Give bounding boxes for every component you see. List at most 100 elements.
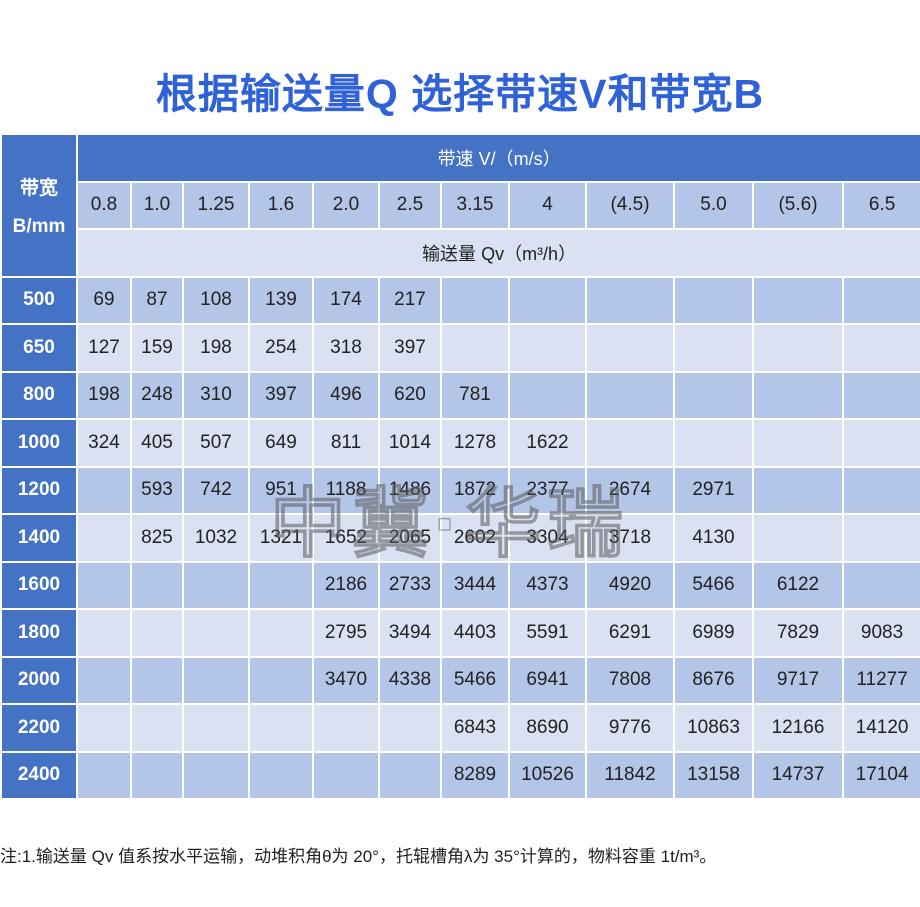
- capacity-cell: 1652: [312, 513, 380, 563]
- belt-width-cell: 2400: [0, 750, 78, 800]
- capacity-cell: [585, 323, 675, 373]
- capacity-cell: [130, 750, 184, 800]
- capacity-cell: [585, 370, 675, 420]
- capacity-cell: 10863: [673, 703, 754, 753]
- capacity-cell: [76, 703, 132, 753]
- capacity-cell: 2602: [440, 513, 510, 563]
- capacity-cell: [76, 560, 132, 610]
- capacity-cell: 14120: [841, 703, 920, 753]
- capacity-cell: 3494: [378, 608, 442, 658]
- table-row: 1000 324 405 507 649 811 1014 1278 1622: [0, 418, 920, 468]
- capacity-cell: 496: [312, 370, 380, 420]
- capacity-cell: [248, 560, 314, 610]
- capacity-cell: [182, 655, 250, 705]
- capacity-cell: 6122: [752, 560, 844, 610]
- capacity-cell: 6941: [508, 655, 587, 705]
- belt-width-cell: 2200: [0, 703, 78, 753]
- capacity-cell: 254: [248, 323, 314, 373]
- capacity-cell: [841, 275, 920, 325]
- capacity-cell: 2065: [378, 513, 442, 563]
- capacity-cell: [585, 418, 675, 468]
- capacity-cell: [841, 513, 920, 563]
- capacity-cell: 5466: [440, 655, 510, 705]
- capacity-cell: 8676: [673, 655, 754, 705]
- capacity-cell: [508, 323, 587, 373]
- capacity-cell: [440, 275, 510, 325]
- capacity-cell: [752, 370, 844, 420]
- capacity-cell: 159: [130, 323, 184, 373]
- footnote: 注:1.输送量 Qv 值系按水平运输，动堆积角θ为 20°，托辊槽角λ为 35°…: [0, 847, 717, 866]
- capacity-cell: 951: [248, 465, 314, 515]
- table-row: 1800 2795 3494 4403 5591 6291 6989 7829 9083: [0, 608, 920, 658]
- capacity-cell: 1188: [312, 465, 380, 515]
- capacity-cell: [841, 418, 920, 468]
- table-row: 800 198 248 310 397 496 620 781: [0, 370, 920, 420]
- belt-width-cell: 500: [0, 275, 78, 325]
- speed-cell: 2.0: [312, 180, 380, 230]
- table-row: 1600 2186 2733 3444 4373 4920 5466 6122: [0, 560, 920, 610]
- capacity-cell: [508, 275, 587, 325]
- corner-line1: 带宽: [19, 177, 58, 199]
- belt-width-cell: 1600: [0, 560, 78, 610]
- capacity-cell: 9776: [585, 703, 675, 753]
- capacity-cell: [130, 655, 184, 705]
- capacity-cell: 87: [130, 275, 184, 325]
- capacity-cell: 3444: [440, 560, 510, 610]
- capacity-cell: 174: [312, 275, 380, 325]
- capacity-cell: [378, 750, 442, 800]
- capacity-cell: 1321: [248, 513, 314, 563]
- capacity-cell: [752, 513, 844, 563]
- capacity-cell: 12166: [752, 703, 844, 753]
- belt-width-cell: 1800: [0, 608, 78, 658]
- speed-cell: 1.0: [130, 180, 184, 230]
- capacity-cell: 397: [248, 370, 314, 420]
- capacity-cell: 620: [378, 370, 442, 420]
- capacity-cell: 2733: [378, 560, 442, 610]
- capacity-cell: [76, 513, 132, 563]
- table-row: 650 127 159 198 254 318 397: [0, 323, 920, 373]
- capacity-cell: 4920: [585, 560, 675, 610]
- capacity-cell: [673, 418, 754, 468]
- capacity-cell: 593: [130, 465, 184, 515]
- capacity-cell: 3718: [585, 513, 675, 563]
- belt-width-cell: 2000: [0, 655, 78, 705]
- capacity-cell: 2971: [673, 465, 754, 515]
- table-row: 1200 593 742 951 1188 1486 1872 2377 2674 2971: [0, 465, 920, 515]
- capacity-cell: [248, 608, 314, 658]
- capacity-cell: 825: [130, 513, 184, 563]
- capacity-cell: [841, 323, 920, 373]
- table-row: 2400 8289 10526 11842 13158 14737 17104: [0, 750, 920, 800]
- capacity-cell: 3304: [508, 513, 587, 563]
- capacity-cell: [248, 750, 314, 800]
- capacity-cell: 405: [130, 418, 184, 468]
- capacity-cell: 3470: [312, 655, 380, 705]
- capacity-cell: 1014: [378, 418, 442, 468]
- capacity-cell: [248, 703, 314, 753]
- capacity-cell: [182, 750, 250, 800]
- capacity-cell: 507: [182, 418, 250, 468]
- capacity-cell: 1278: [440, 418, 510, 468]
- speed-cell: 2.5: [378, 180, 442, 230]
- capacity-cell: [130, 560, 184, 610]
- belt-width-cell: 1200: [0, 465, 78, 515]
- speed-cell: 6.5: [841, 180, 920, 230]
- capacity-cell: 1486: [378, 465, 442, 515]
- capacity-cell: 11842: [585, 750, 675, 800]
- capacity-cell: 5466: [673, 560, 754, 610]
- capacity-cell: [76, 655, 132, 705]
- capacity-cell: 811: [312, 418, 380, 468]
- capacity-cell: 310: [182, 370, 250, 420]
- capacity-cell: 9717: [752, 655, 844, 705]
- capacity-cell: 198: [76, 370, 132, 420]
- corner-line2: B/mm: [12, 215, 66, 237]
- speed-cell: (5.6): [752, 180, 844, 230]
- speed-cell: 3.15: [440, 180, 510, 230]
- capacity-cell: 2674: [585, 465, 675, 515]
- capacity-cell: [752, 275, 844, 325]
- capacity-cell: 324: [76, 418, 132, 468]
- capacity-cell: [752, 323, 844, 373]
- speed-cell: 5.0: [673, 180, 754, 230]
- speed-cell: 1.6: [248, 180, 314, 230]
- capacity-cell: [76, 465, 132, 515]
- capacity-cell: 1622: [508, 418, 587, 468]
